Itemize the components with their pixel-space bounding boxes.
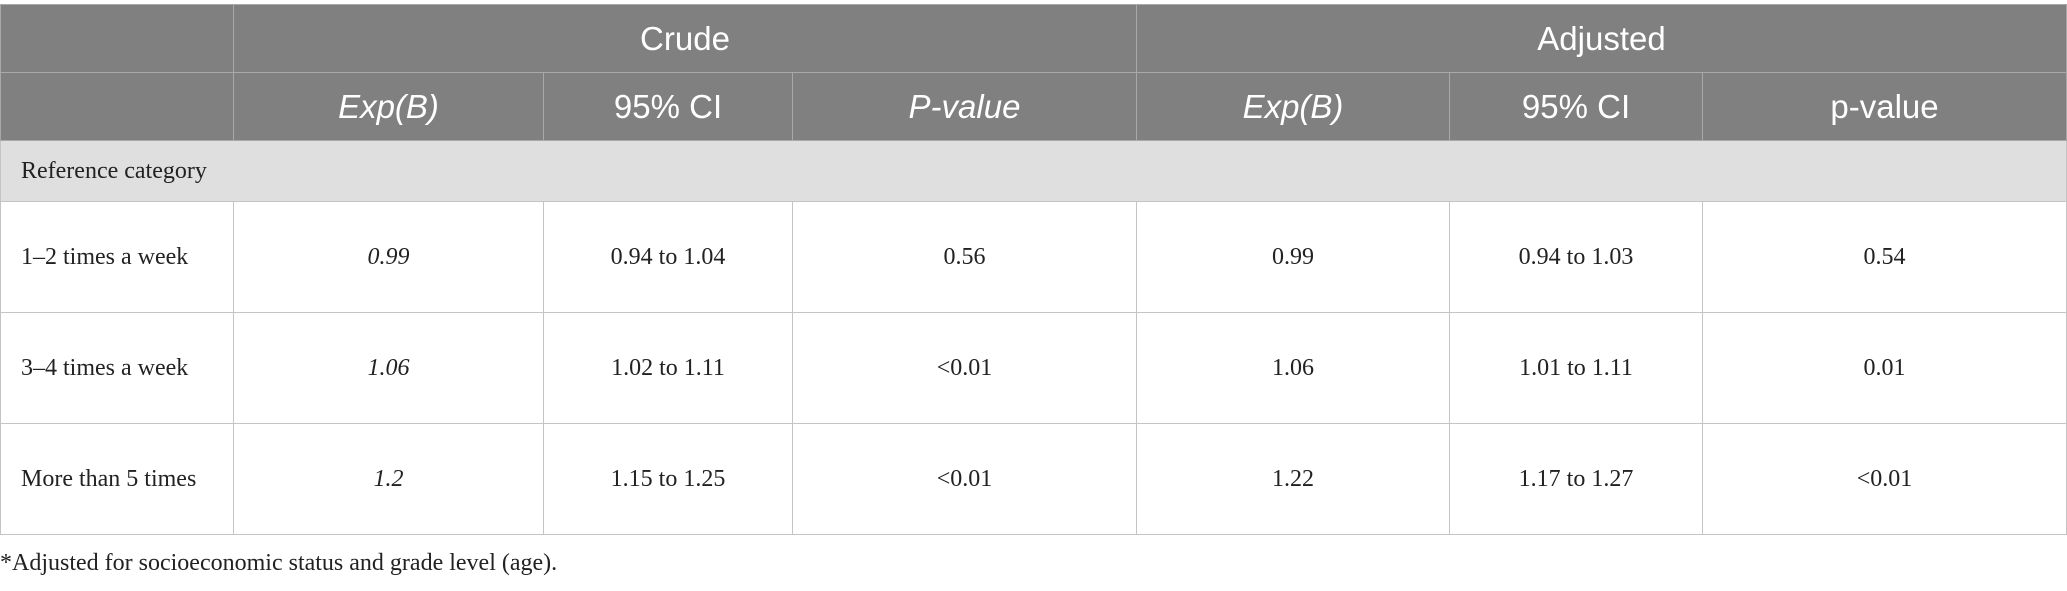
cell: <0.01 [792,423,1137,535]
cell: 1.15 to 1.25 [543,423,793,535]
corner-cell [0,4,234,73]
cell: 0.99 [1136,201,1450,313]
cell: 0.56 [792,201,1137,313]
column-header: P-value [792,72,1137,141]
cell: 0.94 to 1.04 [543,201,793,313]
cell: 0.54 [1701,201,2067,313]
cell: 0.94 to 1.03 [1449,201,1703,313]
group-header: Adjusted [1135,4,2067,73]
cell: <0.01 [1701,423,2067,535]
cell: <0.01 [792,312,1137,424]
cell: 1.2 [233,423,544,535]
column-header: 95% CI [543,72,793,141]
column-header: Exp(B) [233,72,544,141]
table-row: 1–2 times a week 0.99 0.94 to 1.04 0.56 0.99… [0,201,2067,313]
table-row: 3–4 times a week 1.06 1.02 to 1.11 <0.01 1.0… [0,312,2067,424]
column-header: Exp(B) [1136,72,1450,141]
cell: 1.06 [1136,312,1450,424]
row-label: More than 5 times [0,423,234,535]
cell: 1.17 to 1.27 [1449,423,1703,535]
row-label: 1–2 times a week [0,201,234,313]
column-header: 95% CI [1449,72,1703,141]
corner-cell [0,72,234,141]
cell: 0.01 [1701,312,2067,424]
section-label: Reference category [0,140,2067,202]
cell: 0.99 [233,201,544,313]
table-row: More than 5 times 1.2 1.15 to 1.25 <0.01 1.2… [0,423,2067,535]
column-header: p-value [1701,72,2067,141]
group-header: Crude [233,4,1137,73]
cell: 1.02 to 1.11 [543,312,793,424]
cell: 1.06 [233,312,544,424]
cell: 1.01 to 1.11 [1449,312,1703,424]
results-table: Crude Adjusted Exp(B) 95% CI P-value Exp(B)… [0,4,2067,535]
footnote: *Adjusted for socioeconomic status and g… [0,550,558,576]
cell: 1.22 [1136,423,1450,535]
row-label: 3–4 times a week [0,312,234,424]
